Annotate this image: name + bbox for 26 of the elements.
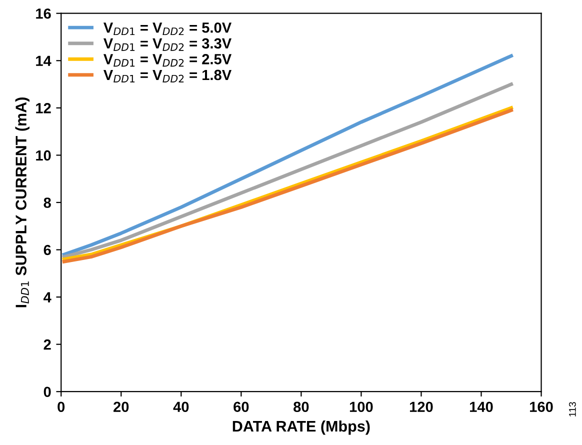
legend-label: V$_{DD1}$ = V$_{DD2}$ = 5.0V: [104, 22, 232, 36]
legend-label: V$_{DD1}$ = V$_{DD2}$ = 2.5V: [104, 54, 232, 67]
x-tick-label: 20: [114, 402, 129, 412]
legend-label: V$_{DD1}$ = V$_{DD2}$ = 3.3V: [104, 38, 232, 51]
y-tick-label: 8: [44, 198, 51, 208]
y-axis-title: I$_{DD1}$ SUPPLY CURRENT (mA): [15, 98, 30, 308]
y-tick-label: 16: [36, 8, 51, 19]
x-tick-label: 160: [530, 402, 553, 412]
text: 113: [568, 402, 576, 416]
y-tick-label: 6: [44, 244, 51, 256]
x-tick-label: 140: [470, 402, 493, 412]
y-tick-label: 12: [36, 103, 51, 114]
x-axis-title: DATA RATE (Mbps): [232, 420, 370, 435]
y-tick-label: 0: [44, 386, 51, 398]
x-tick-label: 40: [173, 402, 189, 412]
y-tick-label: 4: [44, 292, 52, 302]
x-tick-label: 80: [294, 402, 309, 412]
legend-label: V$_{DD1}$ = V$_{DD2}$ = 1.8V: [104, 70, 232, 82]
x-tick-label: 120: [410, 402, 433, 412]
line-series: [62, 54, 513, 256]
y-tick-label: 2: [44, 339, 51, 350]
y-tick-label: 10: [36, 150, 51, 161]
x-tick-label: 60: [234, 402, 249, 412]
x-tick-label: 100: [350, 402, 373, 412]
y-tick-label: 14: [36, 56, 52, 66]
x-tick-label: 0: [58, 402, 65, 412]
